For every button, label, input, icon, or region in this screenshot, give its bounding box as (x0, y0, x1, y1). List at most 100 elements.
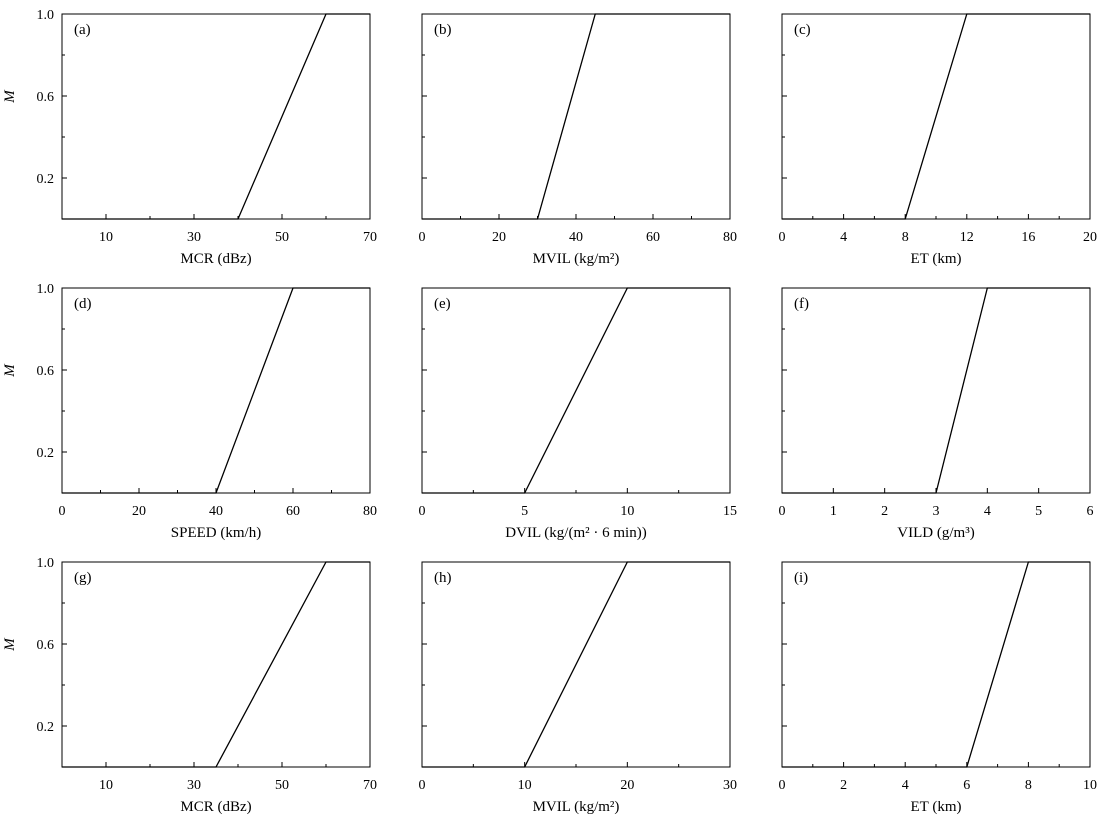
membership-line (62, 13, 370, 220)
panel-h: 0 10 20 30 (h) MVIL (kg/m²) (419, 561, 737, 815)
membership-line (782, 561, 1090, 768)
membership-line (422, 13, 730, 220)
x-tick-label: 4 (984, 504, 991, 519)
x-tick-label: 8 (1025, 778, 1032, 793)
x-tick-label: 10 (99, 778, 113, 793)
x-tick-label: 60 (286, 504, 300, 519)
y-tick-label: 1.0 (37, 8, 55, 23)
x-tick-label: 16 (1021, 230, 1035, 245)
x-axis-label: MVIL (kg/m²) (533, 799, 620, 815)
x-tick-label: 6 (963, 778, 970, 793)
panel-f: 0 1 2 3 4 5 6 (f) VILD (g/m³) (779, 287, 1094, 541)
x-tick-label: 30 (187, 778, 201, 793)
y-axis-label: M (2, 363, 18, 378)
x-tick-label: 30 (187, 230, 201, 245)
membership-line (782, 13, 1090, 220)
panel-label: (b) (434, 22, 452, 38)
x-tick-label: 6 (1087, 504, 1094, 519)
x-axis-label: ET (km) (911, 251, 962, 267)
y-tick-label: 0.6 (37, 90, 55, 105)
panel-b: 0 20 40 60 80 (b) MVIL (kg/m²) (419, 13, 737, 267)
panel-i: 0 2 4 6 8 10 (i) ET (km) (779, 561, 1097, 815)
membership-line (62, 561, 370, 768)
x-tick-label: 40 (569, 230, 583, 245)
x-tick-label: 2 (881, 504, 888, 519)
panel-e: 0 5 10 15 (e) DVIL (kg/(m² · 6 min)) (419, 287, 737, 541)
x-tick-label: 0 (419, 230, 426, 245)
x-tick-label: 0 (419, 504, 426, 519)
y-tick-label: 1.0 (37, 556, 55, 571)
x-tick-label: 80 (723, 230, 737, 245)
x-tick-label: 4 (840, 230, 847, 245)
x-tick-label: 50 (275, 778, 289, 793)
x-tick-label: 20 (132, 504, 146, 519)
x-tick-label: 0 (779, 778, 786, 793)
x-tick-label: 60 (646, 230, 660, 245)
plot-frame (781, 561, 1091, 768)
plot-frame (781, 287, 1091, 494)
membership-line (62, 287, 370, 494)
x-tick-label: 5 (1035, 504, 1042, 519)
x-tick-label: 12 (960, 230, 974, 245)
x-tick-label: 10 (1083, 778, 1097, 793)
x-tick-label: 50 (275, 230, 289, 245)
x-tick-label: 0 (779, 504, 786, 519)
membership-line (422, 287, 730, 494)
panel-label: (g) (74, 570, 92, 586)
x-tick-label: 15 (723, 504, 737, 519)
x-tick-label: 0 (419, 778, 426, 793)
panel-label: (d) (74, 296, 92, 312)
x-tick-label: 20 (620, 778, 634, 793)
x-tick-label: 10 (620, 504, 634, 519)
y-tick-label: 0.2 (37, 720, 55, 735)
membership-line (422, 561, 730, 768)
x-tick-label: 3 (933, 504, 940, 519)
x-tick-label: 4 (902, 778, 909, 793)
membership-line (782, 287, 1090, 494)
panel-label: (c) (794, 22, 811, 38)
x-axis-label: ET (km) (911, 799, 962, 815)
x-tick-label: 10 (99, 230, 113, 245)
x-tick-label: 0 (779, 230, 786, 245)
x-tick-label: 5 (521, 504, 528, 519)
x-axis-label: MVIL (kg/m²) (533, 251, 620, 267)
x-tick-label: 30 (723, 778, 737, 793)
plot-frame (61, 561, 371, 768)
panel-label: (e) (434, 296, 451, 312)
panel-a: 10 30 50 70 0.2 0.6 1.0 (a) MCR (dBz) M (2, 8, 377, 267)
x-tick-label: 70 (363, 778, 377, 793)
x-tick-label: 20 (1083, 230, 1097, 245)
x-tick-label: 80 (363, 504, 377, 519)
panel-label: (h) (434, 570, 452, 586)
x-tick-label: 8 (902, 230, 909, 245)
x-tick-label: 40 (209, 504, 223, 519)
plot-frame (61, 287, 371, 494)
y-axis-label: M (2, 637, 18, 652)
y-tick-label: 0.2 (37, 172, 55, 187)
y-tick-label: 0.6 (37, 638, 55, 653)
x-tick-label: 10 (518, 778, 532, 793)
x-tick-label: 2 (840, 778, 847, 793)
y-tick-label: 1.0 (37, 282, 55, 297)
y-axis-label: M (2, 89, 18, 104)
panel-label: (a) (74, 22, 91, 38)
x-tick-label: 70 (363, 230, 377, 245)
x-axis-label: MCR (dBz) (180, 799, 251, 815)
x-axis-label: SPEED (km/h) (171, 525, 261, 541)
plot-frame (421, 13, 731, 220)
panel-label: (f) (794, 296, 809, 312)
panel-d: 0 20 40 60 80 0.2 0.6 1.0 (d) SPEED (km/h) M (2, 282, 377, 541)
x-tick-label: 0 (59, 504, 66, 519)
x-tick-label: 20 (492, 230, 506, 245)
y-tick-label: 0.2 (37, 446, 55, 461)
x-tick-label: 1 (830, 504, 837, 519)
x-axis-label: MCR (dBz) (180, 251, 251, 267)
plot-frame (61, 13, 371, 220)
panel-label: (i) (794, 570, 808, 586)
panel-c: 0 4 8 12 16 20 (c) ET (km) (779, 13, 1097, 267)
x-axis-label: DVIL (kg/(m² · 6 min)) (505, 525, 646, 541)
x-axis-label: VILD (g/m³) (897, 525, 974, 541)
panel-g: 10 30 50 70 0.2 0.6 1.0 (g) MCR (dBz) M (2, 556, 377, 815)
y-tick-label: 0.6 (37, 364, 55, 379)
